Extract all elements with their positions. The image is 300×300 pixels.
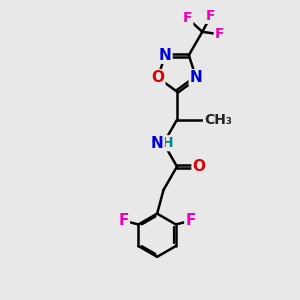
Text: O: O (152, 70, 164, 85)
Text: H: H (161, 136, 173, 150)
Text: F: F (215, 27, 224, 41)
Text: F: F (118, 213, 129, 228)
Text: F: F (185, 213, 196, 228)
Text: N: N (151, 136, 164, 151)
Text: F: F (206, 9, 216, 23)
Text: CH₃: CH₃ (204, 113, 232, 127)
Text: N: N (159, 48, 172, 63)
Text: F: F (183, 11, 192, 25)
Text: N: N (190, 70, 203, 85)
Text: O: O (193, 159, 206, 174)
